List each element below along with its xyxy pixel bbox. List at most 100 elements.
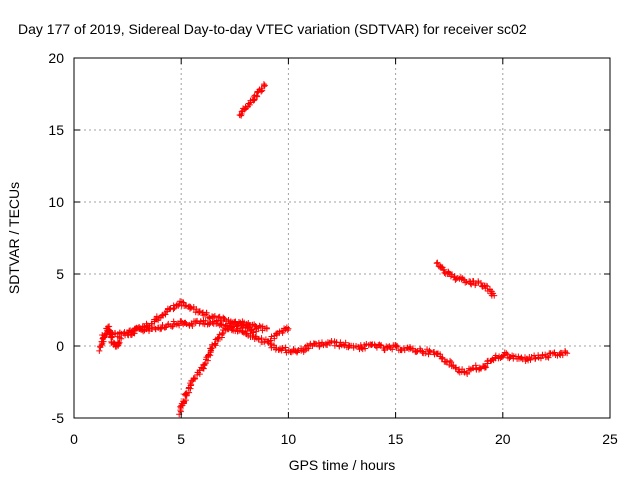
data-marker — [182, 319, 189, 326]
plot-frame — [73, 57, 611, 419]
data-marker — [189, 323, 196, 330]
data-marker — [240, 322, 247, 329]
data-marker — [130, 330, 137, 337]
x-tick-label: 5 — [177, 431, 185, 447]
data-marker — [362, 345, 369, 352]
data-marker — [109, 334, 116, 341]
y-tick-label: -5 — [52, 410, 65, 426]
data-marker — [260, 81, 267, 88]
y-tick-label: 0 — [56, 338, 64, 354]
data-marker — [434, 259, 441, 266]
data-marker — [105, 323, 112, 330]
data-marker — [468, 281, 475, 288]
data-marker — [180, 398, 187, 405]
data-marker — [158, 325, 165, 332]
data-marker — [258, 335, 265, 342]
data-marker — [539, 352, 546, 359]
data-marker — [377, 342, 384, 349]
data-marker — [216, 313, 223, 320]
data-marker — [444, 358, 451, 365]
data-marker — [447, 357, 454, 364]
series-trace-rise — [176, 318, 270, 418]
data-marker — [191, 375, 198, 382]
data-marker — [220, 314, 227, 321]
data-marker — [544, 353, 551, 360]
data-marker — [294, 348, 301, 355]
y-tick-label: 20 — [48, 50, 64, 66]
data-marker — [263, 325, 270, 332]
data-marker — [437, 351, 444, 358]
data-marker — [255, 335, 262, 342]
data-marker — [527, 356, 534, 363]
y-tick-label: 5 — [56, 266, 64, 282]
x-tick-label: 15 — [388, 431, 404, 447]
data-marker — [136, 325, 143, 332]
data-marker — [193, 306, 200, 313]
data-marker — [373, 344, 380, 351]
data-marker — [462, 279, 469, 286]
data-marker — [115, 340, 122, 347]
data-marker — [389, 346, 396, 353]
x-tick-label: 0 — [70, 431, 78, 447]
chart-title: Day 177 of 2019, Sidereal Day-to-day VTE… — [18, 21, 527, 37]
data-marker — [210, 313, 217, 320]
data-marker — [503, 350, 510, 357]
data-marker — [394, 342, 401, 349]
data-marker — [305, 345, 312, 352]
data-marker — [564, 350, 571, 357]
x-tick-label: 20 — [495, 431, 511, 447]
data-marker — [528, 353, 535, 360]
data-marker — [107, 329, 114, 336]
data-marker — [285, 325, 292, 332]
data-marker — [545, 354, 552, 361]
data-marker — [253, 92, 260, 99]
y-tick-label: 15 — [48, 122, 64, 138]
data-marker — [284, 327, 291, 334]
data-marker — [483, 364, 490, 371]
data-marker — [249, 326, 256, 333]
data-marker — [118, 335, 125, 342]
data-marker — [413, 348, 420, 355]
data-marker — [472, 362, 479, 369]
y-axis-label: SDTVAR / TECUs — [6, 182, 22, 294]
data-marker — [208, 345, 215, 352]
data-marker — [148, 320, 155, 327]
data-marker — [537, 355, 544, 362]
data-marker — [267, 337, 274, 344]
data-marker — [138, 326, 145, 333]
data-marker — [203, 309, 210, 316]
data-marker — [183, 320, 190, 327]
data-marker — [313, 340, 320, 347]
data-marker — [250, 329, 257, 336]
y-tick-label: 10 — [48, 194, 64, 210]
series-trace-hump — [125, 298, 260, 339]
data-marker — [110, 339, 117, 346]
data-marker — [102, 330, 109, 337]
data-marker — [492, 352, 499, 359]
data-marker — [393, 343, 400, 350]
data-marker — [491, 292, 498, 299]
data-marker — [211, 313, 218, 320]
data-marker — [271, 335, 278, 342]
series-trace-upper — [236, 81, 268, 119]
data-marker — [500, 352, 507, 359]
data-marker — [162, 324, 169, 331]
axis-ticks: 0 5 10 15 20 25 -5 0 5 10 15 20 — [48, 50, 618, 447]
data-marker — [342, 339, 349, 346]
data-marker — [439, 354, 446, 361]
data-marker — [129, 331, 136, 338]
data-marker — [201, 361, 208, 368]
data-marker — [422, 350, 429, 357]
data-marker — [478, 279, 485, 286]
x-tick-label: 10 — [281, 431, 297, 447]
series-trace-short — [267, 324, 292, 344]
series-trace-long — [99, 317, 571, 378]
data-marker — [176, 322, 183, 329]
data-marker — [214, 338, 221, 345]
data-marker — [229, 324, 236, 331]
data-marker — [200, 365, 207, 372]
data-marker — [162, 311, 169, 318]
grid-lines — [74, 58, 610, 418]
data-marker — [224, 326, 231, 333]
